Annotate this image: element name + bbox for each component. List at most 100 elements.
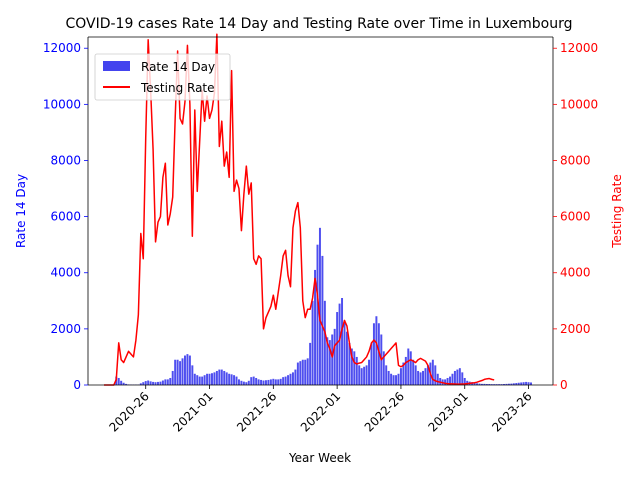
bar bbox=[142, 382, 145, 385]
bar bbox=[522, 382, 525, 385]
bar bbox=[188, 355, 191, 385]
line-series-group bbox=[104, 33, 495, 386]
bar bbox=[215, 370, 218, 385]
bar bbox=[284, 376, 287, 385]
bar bbox=[333, 328, 336, 385]
bar bbox=[203, 375, 206, 385]
bar bbox=[517, 382, 520, 385]
bar bbox=[419, 372, 422, 385]
bar bbox=[179, 361, 182, 385]
bar bbox=[152, 381, 155, 385]
bar bbox=[331, 334, 334, 385]
bar bbox=[446, 377, 449, 385]
x-tick-label: 2022-26 bbox=[362, 389, 407, 434]
bar bbox=[206, 373, 209, 385]
y-right-tick-label: 12000 bbox=[560, 41, 598, 55]
bar bbox=[395, 375, 398, 385]
bar bbox=[299, 361, 302, 385]
x-tick-label: 2023-01 bbox=[426, 389, 471, 434]
bar bbox=[341, 298, 344, 385]
bar bbox=[360, 368, 363, 385]
bar bbox=[490, 384, 493, 385]
bar bbox=[294, 369, 297, 385]
bar bbox=[257, 379, 260, 385]
bar bbox=[269, 379, 272, 385]
bar bbox=[274, 379, 277, 385]
bar bbox=[287, 375, 290, 385]
bar bbox=[242, 381, 245, 385]
bar bbox=[370, 342, 373, 385]
bar bbox=[353, 351, 356, 385]
bar bbox=[498, 384, 501, 385]
bar bbox=[309, 342, 312, 385]
bar bbox=[336, 312, 339, 385]
y-left-tick-label: 8000 bbox=[50, 153, 81, 167]
bar bbox=[166, 379, 169, 385]
x-tick-label: 2020-26 bbox=[106, 389, 151, 434]
bar bbox=[458, 368, 461, 385]
bar bbox=[120, 380, 123, 385]
bar bbox=[235, 376, 238, 385]
y-left-tick-label: 12000 bbox=[43, 41, 81, 55]
bar bbox=[255, 377, 258, 385]
bar bbox=[147, 380, 150, 385]
bar bbox=[387, 370, 390, 385]
bar bbox=[368, 359, 371, 385]
bar bbox=[488, 384, 491, 385]
bar bbox=[525, 381, 528, 385]
bar bbox=[377, 323, 380, 385]
bar bbox=[279, 378, 282, 385]
bar bbox=[402, 362, 405, 385]
bar bbox=[277, 379, 280, 385]
bar bbox=[326, 337, 329, 385]
bar bbox=[390, 373, 393, 385]
bar bbox=[304, 359, 307, 385]
bar bbox=[520, 382, 523, 385]
bar bbox=[174, 359, 177, 385]
bar bbox=[149, 381, 152, 385]
bar bbox=[289, 373, 292, 385]
y-axis-left-title: Rate 14 Day bbox=[14, 174, 28, 248]
bar bbox=[208, 373, 211, 385]
bar bbox=[184, 355, 186, 385]
bar bbox=[397, 373, 400, 385]
bar bbox=[512, 383, 515, 385]
bar bbox=[171, 370, 174, 385]
bar bbox=[343, 320, 346, 385]
testing-rate-line bbox=[104, 33, 495, 386]
bar bbox=[417, 370, 420, 385]
bar bbox=[191, 365, 194, 385]
bar bbox=[186, 354, 189, 385]
bar bbox=[316, 244, 319, 385]
bar bbox=[530, 382, 532, 385]
bar bbox=[237, 379, 240, 385]
bar bbox=[392, 375, 395, 385]
bar bbox=[196, 375, 199, 385]
bar bbox=[409, 351, 412, 385]
bar bbox=[264, 380, 267, 385]
y-right-tick-label: 0 bbox=[560, 378, 568, 392]
bar bbox=[176, 359, 179, 385]
bar bbox=[355, 356, 358, 385]
bar bbox=[311, 300, 314, 385]
bar bbox=[436, 373, 439, 385]
bar bbox=[161, 380, 164, 385]
bar bbox=[431, 359, 434, 385]
bar bbox=[463, 377, 466, 385]
bar bbox=[122, 382, 125, 385]
bar bbox=[213, 372, 216, 385]
bar bbox=[328, 340, 331, 385]
bar bbox=[228, 373, 231, 385]
bar bbox=[247, 380, 250, 385]
y-right-tick-label: 6000 bbox=[560, 210, 591, 224]
chart-title: COVID-19 cases Rate 14 Day and Testing R… bbox=[65, 16, 572, 32]
bar bbox=[252, 376, 255, 385]
bar bbox=[507, 383, 510, 385]
bar bbox=[382, 351, 385, 385]
bar bbox=[480, 383, 483, 385]
bar bbox=[363, 366, 366, 385]
y-left-tick-label: 2000 bbox=[50, 322, 81, 336]
bar bbox=[515, 383, 518, 385]
bar bbox=[404, 356, 407, 385]
